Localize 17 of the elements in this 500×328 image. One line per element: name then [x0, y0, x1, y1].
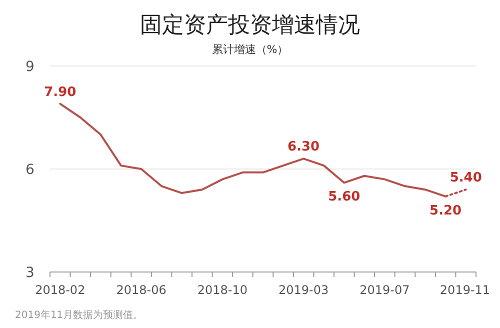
x-tick-label: 2018-06 — [116, 283, 166, 297]
x-tick-label: 2019-11 — [440, 283, 490, 297]
y-tick-label: 6 — [26, 162, 35, 178]
x-tick-label: 2019-03 — [278, 283, 329, 297]
y-tick-label: 3 — [26, 265, 34, 281]
x-tick-label: 2018-02 — [35, 283, 86, 297]
y-tick-label: 9 — [26, 59, 34, 75]
data-label: 6.30 — [288, 140, 320, 155]
data-label: 7.90 — [44, 84, 76, 100]
data-label: 5.60 — [328, 190, 360, 205]
data-label: 5.20 — [430, 203, 462, 218]
chart-subtitle: 累计增速（%） — [212, 43, 288, 56]
data-label: 5.40 — [450, 170, 482, 186]
text: 2019年11月数据为预测值。 — [15, 309, 144, 321]
x-tick-label: 2018-10 — [197, 283, 248, 297]
x-tick-label: 2019-07 — [360, 283, 410, 297]
chart-title: 固定资产投资增速情况 — [140, 13, 360, 38]
